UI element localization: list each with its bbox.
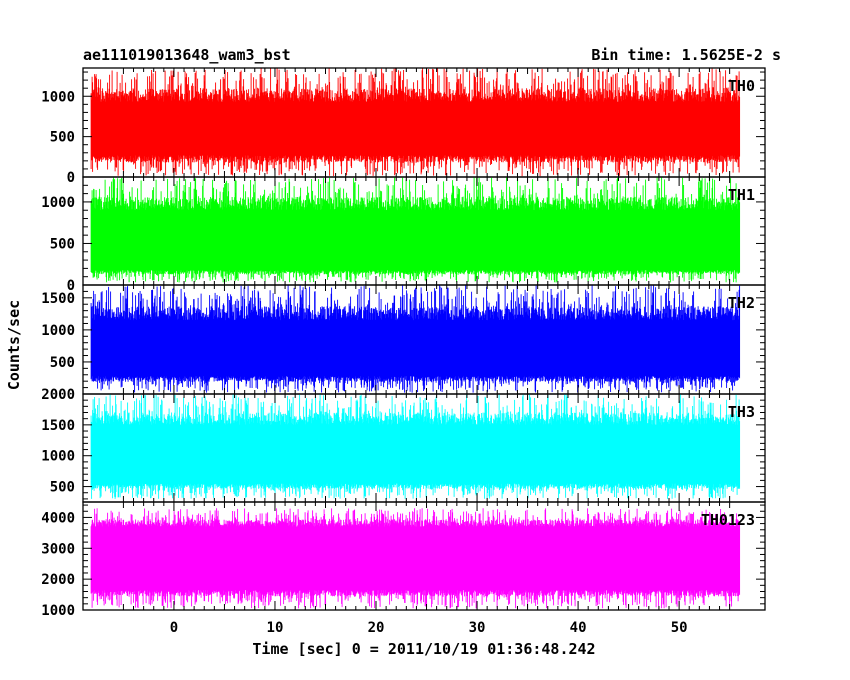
y-tick-label: 1500 <box>41 418 75 434</box>
y-tick-label: 1000 <box>41 603 75 619</box>
x-tick-label: 0 <box>170 620 178 636</box>
series-band-th1 <box>91 210 740 271</box>
y-tick-label: 0 <box>67 170 75 186</box>
x-tick-label: 50 <box>671 620 688 636</box>
panel-label: TH2 <box>728 294 755 312</box>
panel-th1: 0 500 1000 TH1 <box>41 176 766 294</box>
y-tick-label: 1000 <box>41 195 75 211</box>
x-tick-label: 40 <box>570 620 587 636</box>
y-tick-label: 3000 <box>41 541 75 557</box>
panel-label: TH3 <box>728 403 755 421</box>
panel-label: TH0123 <box>701 511 755 529</box>
y-tick-label: 500 <box>50 236 75 252</box>
y-tick-label: 2000 <box>41 572 75 588</box>
panel-th0: 0 500 1000 TH0 <box>41 67 766 186</box>
chart-title: ae111019013648_wam3_bst <box>83 46 291 64</box>
panel-th3: 500 1000 1500 2000 TH3 <box>41 387 766 503</box>
y-axis-label: Counts/sec <box>5 300 23 390</box>
y-tick-label: 500 <box>50 130 75 146</box>
bin-time-label: Bin time: 1.5625E-2 s <box>591 46 781 64</box>
y-tick-label: 2000 <box>41 387 75 403</box>
series-band-th0 <box>91 101 740 156</box>
x-tick-label: 10 <box>267 620 284 636</box>
panel-label: TH0 <box>728 77 755 95</box>
x-tick-label: 30 <box>469 620 486 636</box>
y-tick-label: 1000 <box>41 89 75 105</box>
series-band-th0123 <box>91 526 740 590</box>
panel-frame <box>82 501 766 611</box>
x-axis-label: Time [sec] 0 = 2011/10/19 01:36:48.242 <box>252 640 595 658</box>
y-tick-label: 1000 <box>41 323 75 339</box>
series-band-th2 <box>91 320 740 377</box>
panel-th2: 500 1000 1500 TH2 <box>41 284 766 395</box>
x-tick-label: 20 <box>368 620 385 636</box>
panel-label: TH1 <box>728 186 755 204</box>
y-tick-label: 500 <box>50 480 75 496</box>
y-tick-label: 1500 <box>41 291 75 307</box>
y-tick-label: 4000 <box>41 510 75 526</box>
y-tick-label: 0 <box>67 278 75 294</box>
y-tick-label: 500 <box>50 355 75 371</box>
panel-th0123: 1000 2000 3000 4000 TH0123 <box>41 501 766 619</box>
y-tick-label: 1000 <box>41 449 75 465</box>
series-band-th3 <box>91 424 740 484</box>
